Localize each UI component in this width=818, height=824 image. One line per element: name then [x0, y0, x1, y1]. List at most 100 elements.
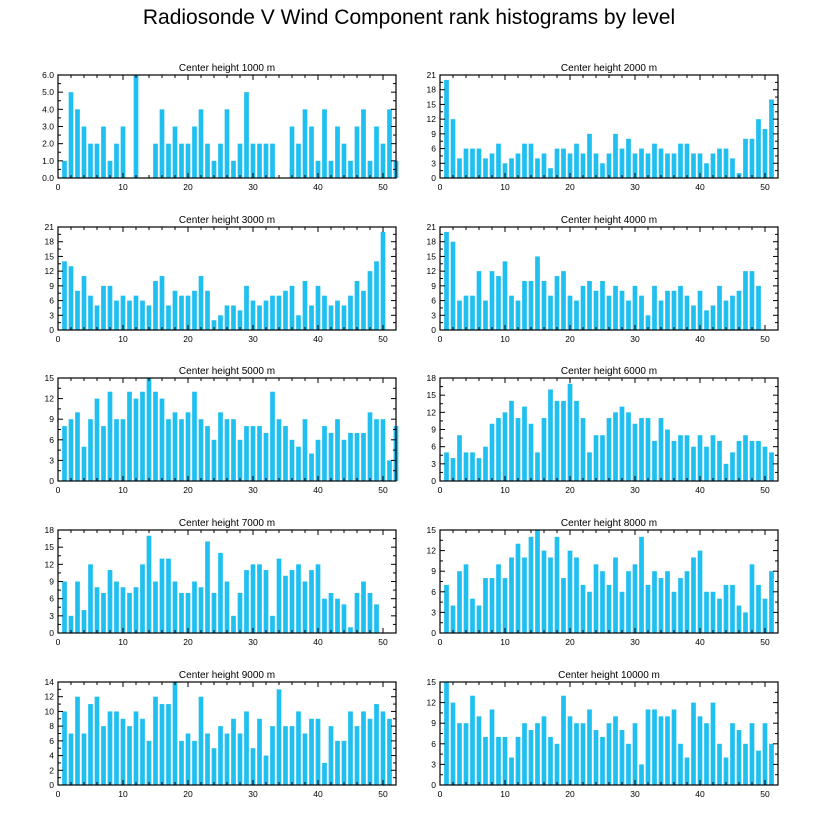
bar: [244, 426, 249, 481]
x-tick-label: 30: [248, 637, 258, 647]
y-tick-label: 6: [431, 442, 436, 452]
bar: [743, 138, 748, 178]
y-tick-label: 9: [49, 577, 54, 587]
bar: [68, 92, 74, 178]
y-tick-label: 15: [427, 525, 437, 535]
y-tick-label: 3: [431, 310, 436, 320]
bar: [101, 126, 106, 178]
bar: [587, 709, 592, 785]
bar: [502, 736, 508, 785]
bar: [613, 133, 618, 178]
bar: [684, 757, 690, 785]
bar: [769, 99, 774, 178]
y-tick-label: 0: [49, 628, 54, 638]
bar: [457, 300, 462, 330]
bar: [335, 598, 340, 633]
bar: [509, 400, 514, 481]
bar: [658, 148, 664, 178]
x-tick-label: 20: [183, 485, 193, 495]
bar: [114, 711, 119, 785]
bar: [554, 536, 560, 633]
y-tick-label: 15: [427, 99, 437, 109]
bar: [315, 285, 321, 330]
bar: [580, 418, 586, 481]
y-tick-label: 8: [49, 721, 54, 731]
bar: [678, 578, 683, 633]
bar: [444, 682, 449, 785]
bar: [658, 300, 664, 330]
y-tick-label: 6: [49, 736, 54, 746]
bar: [283, 426, 288, 481]
x-tick-label: 10: [500, 485, 510, 495]
bar: [94, 587, 100, 633]
y-tick-label: 0: [49, 780, 54, 790]
chart-panel-7: Center height 7000 m 0 3 6 9 12 15 18 0 10 20 30 40 5…: [45, 518, 397, 647]
bar: [489, 423, 495, 481]
bar: [658, 418, 664, 481]
x-tick-label: 50: [760, 182, 770, 192]
bar: [94, 305, 100, 330]
y-tick-label: 0: [49, 325, 54, 335]
y-tick-label: 0: [431, 628, 436, 638]
bar: [88, 143, 93, 178]
bar: [561, 400, 566, 481]
x-tick-label: 50: [760, 789, 770, 799]
chart-panel-1: Center height 1000 m 0.0 1.0 2.0 3.0 4.0 5.0 6.…: [42, 63, 399, 192]
bar: [723, 148, 729, 178]
bar: [541, 550, 547, 633]
bar: [509, 158, 514, 178]
bar: [348, 627, 353, 633]
bar: [717, 148, 722, 178]
bar: [600, 435, 605, 481]
bar: [528, 536, 534, 633]
bar: [515, 153, 521, 178]
bar: [153, 280, 158, 330]
bar: [639, 536, 644, 633]
bar: [263, 432, 269, 481]
y-tick-label: 6: [49, 435, 54, 445]
x-tick-label: 0: [56, 637, 61, 647]
bar: [224, 419, 230, 481]
bar: [645, 709, 651, 785]
bar: [639, 764, 644, 785]
x-tick-label: 0: [438, 182, 443, 192]
bar: [198, 419, 204, 481]
bar: [94, 143, 100, 178]
bar: [769, 743, 774, 785]
bar: [528, 423, 534, 481]
bar: [762, 723, 768, 785]
bar: [593, 564, 599, 633]
bar: [496, 736, 501, 785]
bar: [81, 733, 87, 785]
bar: [237, 592, 243, 633]
bar: [665, 153, 670, 178]
bar: [153, 581, 158, 633]
chart-title: Center height 9000 m: [179, 670, 275, 681]
bar: [270, 391, 275, 481]
y-tick-label: 2: [49, 765, 54, 775]
bar: [697, 153, 703, 178]
bar: [380, 419, 386, 481]
bar: [626, 571, 631, 633]
x-tick-label: 0: [56, 485, 61, 495]
y-tick-label: 15: [45, 251, 55, 261]
bar: [68, 615, 74, 633]
bar: [211, 592, 217, 633]
bar: [639, 148, 644, 178]
bar: [619, 290, 625, 330]
bar: [457, 158, 462, 178]
bar: [107, 285, 113, 330]
bar: [574, 300, 579, 330]
bar: [619, 591, 625, 633]
chart-panel-5: Center height 5000 m 0 3 6 9 12 15 0 10 20 30 40 50: [45, 366, 399, 495]
bar: [296, 564, 301, 633]
bar: [166, 143, 171, 178]
bar: [302, 109, 308, 178]
bar: [185, 412, 191, 481]
bar: [250, 300, 256, 330]
bar: [678, 285, 683, 330]
y-tick-label: 21: [427, 222, 437, 232]
bar: [593, 153, 599, 178]
bar: [309, 453, 314, 481]
bar: [749, 723, 755, 785]
